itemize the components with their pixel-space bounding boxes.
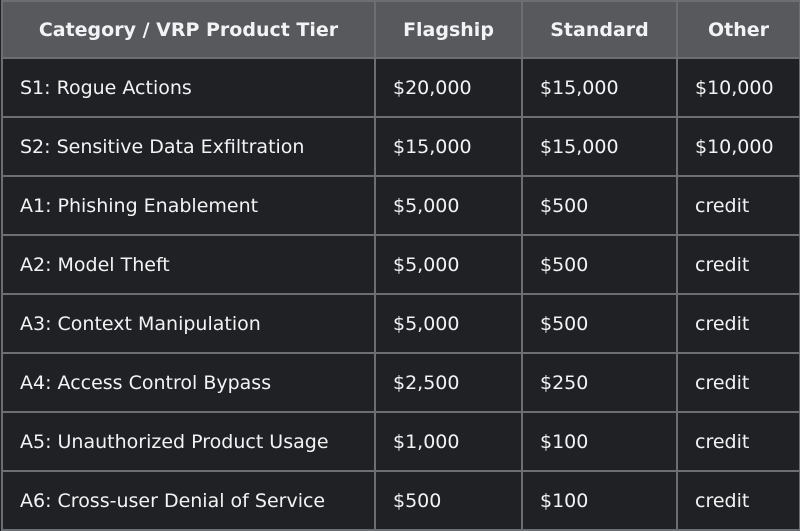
table-cell: $10,000: [676, 116, 800, 177]
table-cell: $5,000: [374, 293, 523, 354]
table-cell: credit: [676, 293, 800, 354]
table-row: A6: Cross-user Denial of Service $500 $100…: [1, 470, 800, 531]
header-cell: Flagship: [374, 0, 523, 59]
table-cell: $10,000: [676, 57, 800, 118]
table-cell: $15,000: [521, 57, 678, 118]
table-cell: A2: Model Theft: [1, 234, 376, 295]
table-cell: credit: [676, 470, 800, 531]
header-cell: Standard: [521, 0, 678, 59]
table-cell: $20,000: [374, 57, 523, 118]
table-cell: $500: [374, 470, 523, 531]
table-cell: $5,000: [374, 175, 523, 236]
table-cell: $250: [521, 352, 678, 413]
table-row: A5: Unauthorized Product Usage $1,000 $100…: [1, 411, 800, 472]
table-cell: A3: Context Manipulation: [1, 293, 376, 354]
table-row: S1: Rogue Actions $20,000 $15,000 $10,000: [1, 57, 800, 118]
table-cell: credit: [676, 234, 800, 295]
table-cell: $500: [521, 234, 678, 295]
table-row: A4: Access Control Bypass $2,500 $250 credi…: [1, 352, 800, 413]
table-cell: A6: Cross-user Denial of Service: [1, 470, 376, 531]
table-cell: credit: [676, 175, 800, 236]
table-cell: $5,000: [374, 234, 523, 295]
table-cell: A1: Phishing Enablement: [1, 175, 376, 236]
table-row: S2: Sensitive Data Exfiltration $15,000 $1…: [1, 116, 800, 177]
header-row: Category / VRP Product Tier Flagship Stand…: [1, 0, 800, 59]
table-cell: A5: Unauthorized Product Usage: [1, 411, 376, 472]
table-cell: S1: Rogue Actions: [1, 57, 376, 118]
header-cell: Other: [676, 0, 800, 59]
table-cell: S2: Sensitive Data Exfiltration: [1, 116, 376, 177]
table-cell: $15,000: [521, 116, 678, 177]
table-cell: $100: [521, 470, 678, 531]
table-cell: $500: [521, 175, 678, 236]
table-row: A3: Context Manipulation $5,000 $500 credit: [1, 293, 800, 354]
table-body: S1: Rogue Actions $20,000 $15,000 $10,000 S2…: [1, 57, 800, 531]
table-cell: A4: Access Control Bypass: [1, 352, 376, 413]
table-cell: $2,500: [374, 352, 523, 413]
table-cell: $500: [521, 293, 678, 354]
table-row: A2: Model Theft $5,000 $500 credit: [1, 234, 800, 295]
table-cell: credit: [676, 352, 800, 413]
header-cell: Category / VRP Product Tier: [1, 0, 376, 59]
table-header: Category / VRP Product Tier Flagship Stand…: [1, 0, 800, 59]
table-row: A1: Phishing Enablement $5,000 $500 credit: [1, 175, 800, 236]
table-cell: $1,000: [374, 411, 523, 472]
table-cell: credit: [676, 411, 800, 472]
table-cell: $100: [521, 411, 678, 472]
table-cell: $15,000: [374, 116, 523, 177]
